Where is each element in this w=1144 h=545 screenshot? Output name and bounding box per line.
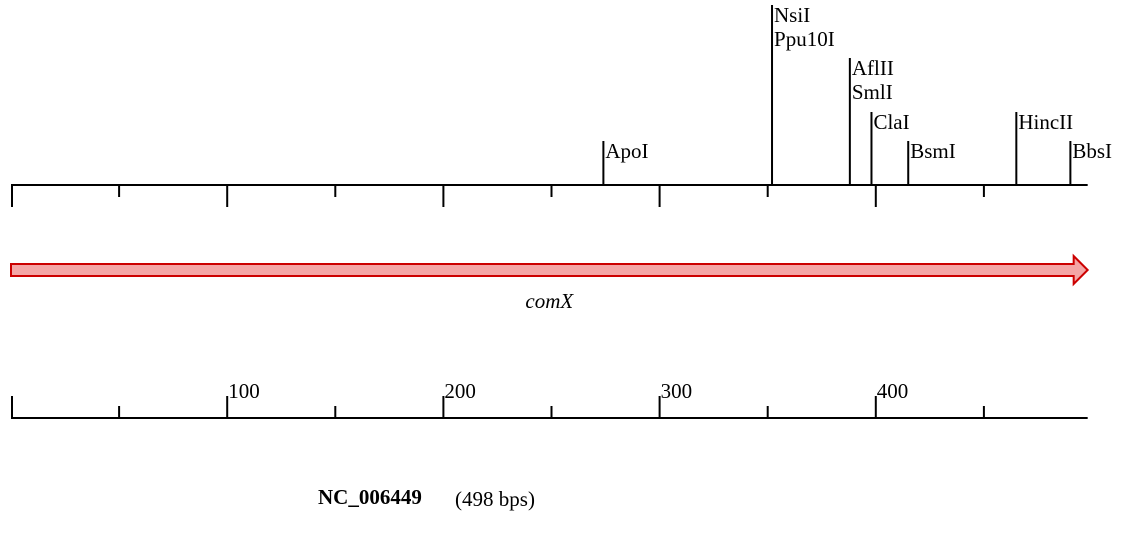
gene-label: comX [525, 289, 574, 313]
site-label[interactable]: Ppu10I [774, 27, 835, 51]
site-label[interactable]: BbsI [1072, 139, 1112, 163]
top-ruler [11, 184, 1088, 207]
site-label[interactable]: HincII [1018, 110, 1073, 134]
site-label[interactable]: ApoI [605, 139, 648, 163]
gene-arrow-comx[interactable] [10, 253, 1090, 287]
sequence-accession: NC_006449 [318, 485, 422, 509]
scale-label: 100 [228, 379, 260, 403]
scale-label: 400 [877, 379, 909, 403]
sequence-length: (498 bps) [455, 487, 535, 511]
scale-label: 200 [444, 379, 476, 403]
bottom-ruler: 100 200 300 400 [11, 379, 1088, 419]
site-label[interactable]: NsiI [774, 3, 810, 27]
site-label[interactable]: SmlI [852, 80, 893, 104]
scale-label: 300 [661, 379, 693, 403]
site-label[interactable]: BsmI [910, 139, 956, 163]
site-label[interactable]: AflII [852, 56, 894, 80]
gene-track: comX [10, 253, 1090, 313]
site-label[interactable]: ClaI [873, 110, 909, 134]
